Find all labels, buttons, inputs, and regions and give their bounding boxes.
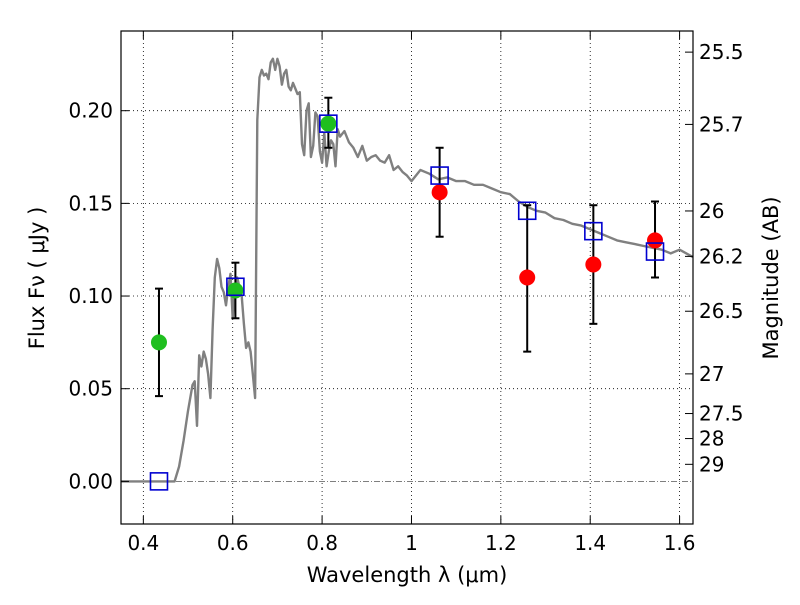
data-point-square [517,201,537,221]
data-point-circle [227,282,244,299]
data-markers [149,114,665,491]
x-tick-label: 1 [405,531,418,555]
right-axis-label: Magnitude (AB) [759,196,783,359]
data-point-circle [647,232,664,249]
right-tick-label: 25.5 [699,40,744,64]
data-point-square [226,277,245,297]
right-tick-label: 28 [699,427,724,451]
data-point-square [149,472,169,491]
y-tick-label: 0.20 [68,99,113,123]
right-tick-label: 26.2 [699,244,744,268]
right-tick-label: 25.7 [699,112,744,136]
spectrum-series [121,57,694,483]
right-tick-label: 27 [699,362,724,386]
x-tick-label: 1.2 [485,531,517,555]
x-tick-label: 0.4 [127,531,159,555]
x-tick-label: 0.6 [217,531,249,555]
error-bars [154,96,660,398]
right-tick-label: 26.5 [699,299,744,323]
data-point-circle [320,115,337,132]
y-tick-label: 0.05 [68,377,113,401]
x-axis-label: Wavelength λ (μm) [307,563,508,587]
x-tick-label: 1.6 [664,531,696,555]
y-axis-label: Flux Fν ( μJy ) [25,207,49,350]
data-point-circle [519,269,536,286]
data-point-circle [431,184,448,201]
plot-frame [120,30,694,525]
y-axis-ticks: 0.00 0.05 0.10 0.15 0.20 [68,99,129,493]
data-point-square [319,114,338,133]
data-point-square [584,221,603,241]
right-tick-label: 27.5 [699,402,744,426]
y-tick-label: 0.15 [68,191,113,215]
x-axis-ticks: 0.4 0.6 0.8 1 1.2 1.4 1.6 [127,31,696,555]
right-tick-label: 29 [699,452,724,476]
y-tick-label: 0.00 [68,469,113,493]
spectrum-line [121,57,694,483]
data-point-square [430,166,449,185]
data-point-square [645,242,665,261]
grid [121,31,693,524]
right-tick-label: 26 [699,199,724,223]
x-tick-label: 0.8 [306,531,338,555]
y-tick-label: 0.10 [68,284,113,308]
x-tick-label: 1.4 [574,531,606,555]
data-point-circle [150,334,167,351]
data-point-circle [585,256,602,273]
